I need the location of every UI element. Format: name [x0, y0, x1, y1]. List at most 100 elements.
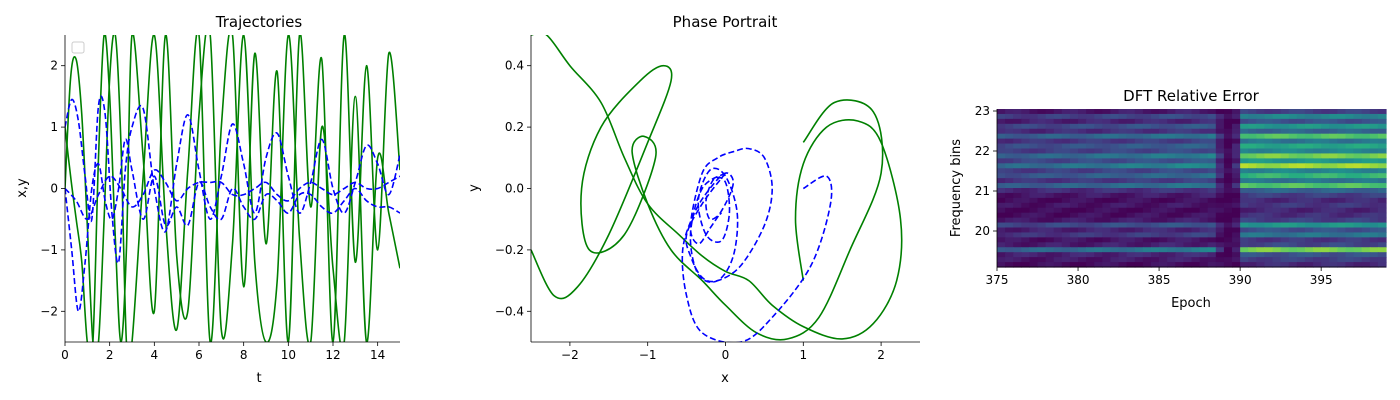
- heatmap-cell: [1159, 109, 1168, 115]
- heatmap-cell: [1280, 188, 1290, 194]
- heatmap-cell: [1240, 128, 1249, 135]
- heatmap-cell: [1029, 123, 1039, 130]
- heatmap-cell: [1223, 197, 1233, 204]
- heatmap-cell: [1232, 192, 1241, 199]
- heatmap-cell: [1232, 262, 1241, 268]
- heatmap-cell: [1223, 217, 1233, 224]
- heatmap-cell: [1150, 232, 1160, 238]
- heatmap-cell: [1150, 133, 1160, 140]
- heatmap-cell: [1313, 168, 1322, 174]
- heatmap-cell: [1078, 128, 1087, 135]
- heatmap-cell: [1069, 217, 1079, 224]
- heatmap-cell: [1029, 118, 1039, 125]
- heatmap-cell: [1086, 113, 1095, 120]
- heatmap-cell: [1207, 232, 1217, 238]
- heatmap-cell: [1167, 232, 1176, 238]
- heatmap-cell: [1094, 212, 1103, 219]
- heatmap-cell: [1094, 252, 1103, 258]
- heatmap-cell: [1021, 143, 1031, 150]
- heatmap-cell: [1280, 232, 1290, 238]
- heatmap-cell: [1248, 123, 1257, 130]
- heatmap-cell: [1232, 138, 1241, 145]
- heatmap-cell: [1248, 192, 1257, 199]
- heatmap-cell: [1215, 173, 1225, 179]
- heatmap-cell: [1329, 178, 1338, 184]
- heatmap-cell: [1126, 252, 1136, 258]
- heatmap-cell: [997, 262, 1006, 268]
- heatmap-cell: [1248, 257, 1257, 263]
- heatmap-cell: [1199, 192, 1209, 199]
- heatmap-cell: [1337, 123, 1347, 130]
- heatmap-cell: [1207, 217, 1217, 224]
- heatmap-cell: [1110, 163, 1120, 169]
- heatmap-cell: [1369, 192, 1379, 199]
- heatmap-cell: [1248, 163, 1257, 169]
- heatmap-cell: [1191, 109, 1201, 115]
- heatmap-cell: [1296, 173, 1306, 179]
- heatmap-cell: [1110, 232, 1120, 238]
- heatmap-cell: [1045, 153, 1055, 159]
- heatmap-cell: [1183, 257, 1193, 263]
- heatmap-cell: [1069, 222, 1079, 229]
- heatmap-cell: [1313, 118, 1322, 125]
- heatmap-cell: [1321, 123, 1330, 130]
- heatmap-cell: [1126, 212, 1136, 219]
- heatmap-cell: [1037, 217, 1047, 224]
- heatmap-cell: [1199, 247, 1209, 253]
- heatmap-cell: [1110, 138, 1120, 145]
- heatmap-cell: [1272, 178, 1282, 184]
- heatmap-cell: [1110, 262, 1120, 268]
- heatmap-cell: [1029, 163, 1039, 169]
- dft-error-ytick-label: 20: [975, 224, 990, 238]
- heatmap-cell: [1272, 173, 1282, 179]
- heatmap-cell: [1167, 207, 1176, 214]
- heatmap-cell: [1248, 247, 1257, 253]
- heatmap-cell: [1069, 207, 1079, 214]
- heatmap-cell: [1102, 138, 1112, 145]
- heatmap-cell: [1272, 202, 1282, 209]
- heatmap-cell: [1045, 178, 1055, 184]
- heatmap-cell: [1345, 192, 1355, 199]
- heatmap-cell: [1223, 252, 1233, 258]
- heatmap-cell: [1256, 113, 1266, 120]
- heatmap-cell: [1337, 222, 1347, 229]
- heatmap-cell: [1175, 113, 1184, 120]
- heatmap-cell: [1329, 257, 1338, 263]
- heatmap-cell: [1134, 168, 1144, 174]
- heatmap-cell: [1053, 242, 1063, 248]
- heatmap-cell: [1240, 158, 1249, 164]
- heatmap-cell: [1337, 237, 1347, 243]
- heatmap-cell: [1199, 158, 1209, 164]
- heatmap-cell: [1183, 123, 1193, 130]
- heatmap-cell: [1134, 183, 1144, 189]
- heatmap-cell: [1280, 118, 1290, 125]
- heatmap-cell: [1215, 242, 1225, 248]
- heatmap-cell: [1175, 128, 1184, 135]
- heatmap-cell: [1061, 222, 1071, 229]
- heatmap-cell: [1191, 158, 1201, 164]
- heatmap-cell: [1045, 212, 1055, 219]
- heatmap-cell: [1126, 168, 1136, 174]
- heatmap-cell: [1377, 247, 1387, 253]
- heatmap-cell: [1013, 123, 1022, 130]
- heatmap-cell: [1369, 138, 1379, 145]
- heatmap-cell: [1021, 118, 1031, 125]
- heatmap-cell: [1321, 262, 1330, 268]
- heatmap-cell: [1304, 158, 1314, 164]
- trajectories-ytick-label: −1: [40, 243, 58, 257]
- heatmap-cell: [1005, 128, 1014, 135]
- heatmap-cell: [1288, 247, 1298, 253]
- heatmap-cell: [997, 113, 1006, 120]
- heatmap-cell: [997, 148, 1006, 155]
- heatmap-cell: [1240, 148, 1249, 155]
- heatmap-cell: [1288, 188, 1298, 194]
- heatmap-cell: [1167, 158, 1176, 164]
- heatmap-cell: [1183, 183, 1193, 189]
- heatmap-cell: [1183, 207, 1193, 214]
- heatmap-cell: [997, 237, 1006, 243]
- heatmap-cell: [1053, 262, 1063, 268]
- heatmap-cell: [1256, 217, 1266, 224]
- heatmap-cell: [1118, 183, 1128, 189]
- heatmap-cell: [1053, 232, 1063, 238]
- heatmap-cell: [1264, 192, 1274, 199]
